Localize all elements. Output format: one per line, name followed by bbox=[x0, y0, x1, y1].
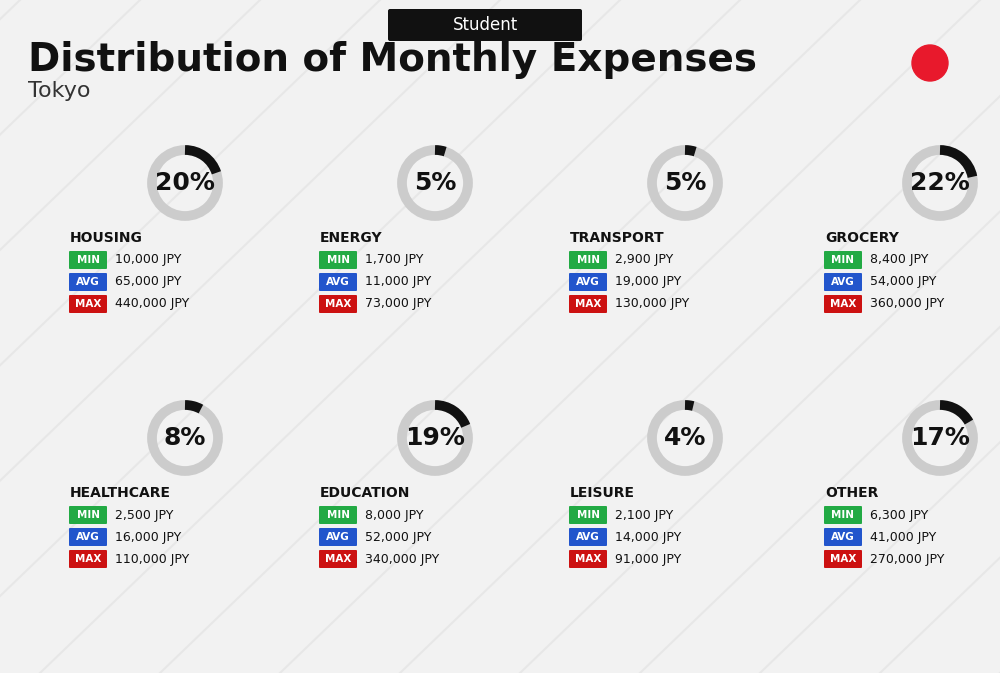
FancyBboxPatch shape bbox=[319, 550, 357, 568]
Text: 8,000 JPY: 8,000 JPY bbox=[365, 509, 424, 522]
Text: 65,000 JPY: 65,000 JPY bbox=[115, 275, 181, 289]
FancyBboxPatch shape bbox=[69, 550, 107, 568]
FancyBboxPatch shape bbox=[569, 528, 607, 546]
FancyBboxPatch shape bbox=[69, 295, 107, 313]
Text: 440,000 JPY: 440,000 JPY bbox=[115, 297, 189, 310]
Text: MIN: MIN bbox=[832, 255, 854, 265]
Text: LEISURE: LEISURE bbox=[570, 486, 635, 500]
Text: HOUSING: HOUSING bbox=[70, 231, 143, 245]
Text: 54,000 JPY: 54,000 JPY bbox=[870, 275, 936, 289]
Text: 5%: 5% bbox=[414, 171, 456, 195]
FancyBboxPatch shape bbox=[319, 528, 357, 546]
FancyBboxPatch shape bbox=[569, 506, 607, 524]
Text: Student: Student bbox=[452, 16, 518, 34]
Text: Tokyo: Tokyo bbox=[28, 81, 90, 101]
Text: 73,000 JPY: 73,000 JPY bbox=[365, 297, 431, 310]
Text: 17%: 17% bbox=[910, 426, 970, 450]
Text: 8%: 8% bbox=[164, 426, 206, 450]
FancyBboxPatch shape bbox=[388, 9, 582, 41]
FancyBboxPatch shape bbox=[824, 550, 862, 568]
Text: Distribution of Monthly Expenses: Distribution of Monthly Expenses bbox=[28, 41, 757, 79]
FancyBboxPatch shape bbox=[69, 528, 107, 546]
Text: 5%: 5% bbox=[664, 171, 706, 195]
Text: 19%: 19% bbox=[405, 426, 465, 450]
FancyBboxPatch shape bbox=[319, 506, 357, 524]
Text: MIN: MIN bbox=[76, 255, 100, 265]
Text: 14,000 JPY: 14,000 JPY bbox=[615, 530, 681, 544]
Text: AVG: AVG bbox=[831, 532, 855, 542]
Text: MAX: MAX bbox=[575, 554, 601, 564]
Text: 270,000 JPY: 270,000 JPY bbox=[870, 553, 944, 565]
FancyBboxPatch shape bbox=[569, 251, 607, 269]
Text: ENERGY: ENERGY bbox=[320, 231, 383, 245]
FancyBboxPatch shape bbox=[69, 273, 107, 291]
Text: AVG: AVG bbox=[576, 532, 600, 542]
Text: GROCERY: GROCERY bbox=[825, 231, 899, 245]
Text: 8,400 JPY: 8,400 JPY bbox=[870, 254, 928, 267]
Text: MIN: MIN bbox=[326, 510, 350, 520]
FancyBboxPatch shape bbox=[319, 251, 357, 269]
Text: AVG: AVG bbox=[831, 277, 855, 287]
FancyBboxPatch shape bbox=[69, 251, 107, 269]
Text: EDUCATION: EDUCATION bbox=[320, 486, 410, 500]
Text: 130,000 JPY: 130,000 JPY bbox=[615, 297, 689, 310]
Text: 4%: 4% bbox=[664, 426, 706, 450]
Text: MAX: MAX bbox=[325, 554, 351, 564]
Text: 340,000 JPY: 340,000 JPY bbox=[365, 553, 439, 565]
Text: 11,000 JPY: 11,000 JPY bbox=[365, 275, 431, 289]
Text: 2,900 JPY: 2,900 JPY bbox=[615, 254, 673, 267]
Text: MIN: MIN bbox=[576, 255, 600, 265]
Text: 16,000 JPY: 16,000 JPY bbox=[115, 530, 181, 544]
Text: MAX: MAX bbox=[830, 299, 856, 309]
Text: 2,100 JPY: 2,100 JPY bbox=[615, 509, 673, 522]
Text: MAX: MAX bbox=[575, 299, 601, 309]
FancyBboxPatch shape bbox=[69, 506, 107, 524]
FancyBboxPatch shape bbox=[824, 273, 862, 291]
FancyBboxPatch shape bbox=[824, 251, 862, 269]
Text: MAX: MAX bbox=[75, 554, 101, 564]
Text: TRANSPORT: TRANSPORT bbox=[570, 231, 665, 245]
Text: 2,500 JPY: 2,500 JPY bbox=[115, 509, 173, 522]
Text: 360,000 JPY: 360,000 JPY bbox=[870, 297, 944, 310]
Text: 22%: 22% bbox=[910, 171, 970, 195]
Text: MAX: MAX bbox=[325, 299, 351, 309]
FancyBboxPatch shape bbox=[319, 273, 357, 291]
FancyBboxPatch shape bbox=[824, 506, 862, 524]
FancyBboxPatch shape bbox=[569, 295, 607, 313]
Text: 10,000 JPY: 10,000 JPY bbox=[115, 254, 181, 267]
Text: 52,000 JPY: 52,000 JPY bbox=[365, 530, 431, 544]
Text: HEALTHCARE: HEALTHCARE bbox=[70, 486, 171, 500]
Text: AVG: AVG bbox=[76, 532, 100, 542]
Text: 19,000 JPY: 19,000 JPY bbox=[615, 275, 681, 289]
FancyBboxPatch shape bbox=[319, 295, 357, 313]
Text: MAX: MAX bbox=[830, 554, 856, 564]
Text: MIN: MIN bbox=[832, 510, 854, 520]
Text: MIN: MIN bbox=[576, 510, 600, 520]
Text: AVG: AVG bbox=[76, 277, 100, 287]
Text: MAX: MAX bbox=[75, 299, 101, 309]
FancyBboxPatch shape bbox=[824, 528, 862, 546]
Text: OTHER: OTHER bbox=[825, 486, 878, 500]
Text: 6,300 JPY: 6,300 JPY bbox=[870, 509, 928, 522]
Text: MIN: MIN bbox=[76, 510, 100, 520]
Circle shape bbox=[912, 45, 948, 81]
Text: 20%: 20% bbox=[155, 171, 215, 195]
Text: AVG: AVG bbox=[576, 277, 600, 287]
Text: 41,000 JPY: 41,000 JPY bbox=[870, 530, 936, 544]
Text: MIN: MIN bbox=[326, 255, 350, 265]
FancyBboxPatch shape bbox=[824, 295, 862, 313]
FancyBboxPatch shape bbox=[569, 273, 607, 291]
Text: 110,000 JPY: 110,000 JPY bbox=[115, 553, 189, 565]
Text: AVG: AVG bbox=[326, 532, 350, 542]
Text: 1,700 JPY: 1,700 JPY bbox=[365, 254, 423, 267]
Text: 91,000 JPY: 91,000 JPY bbox=[615, 553, 681, 565]
Text: AVG: AVG bbox=[326, 277, 350, 287]
FancyBboxPatch shape bbox=[569, 550, 607, 568]
